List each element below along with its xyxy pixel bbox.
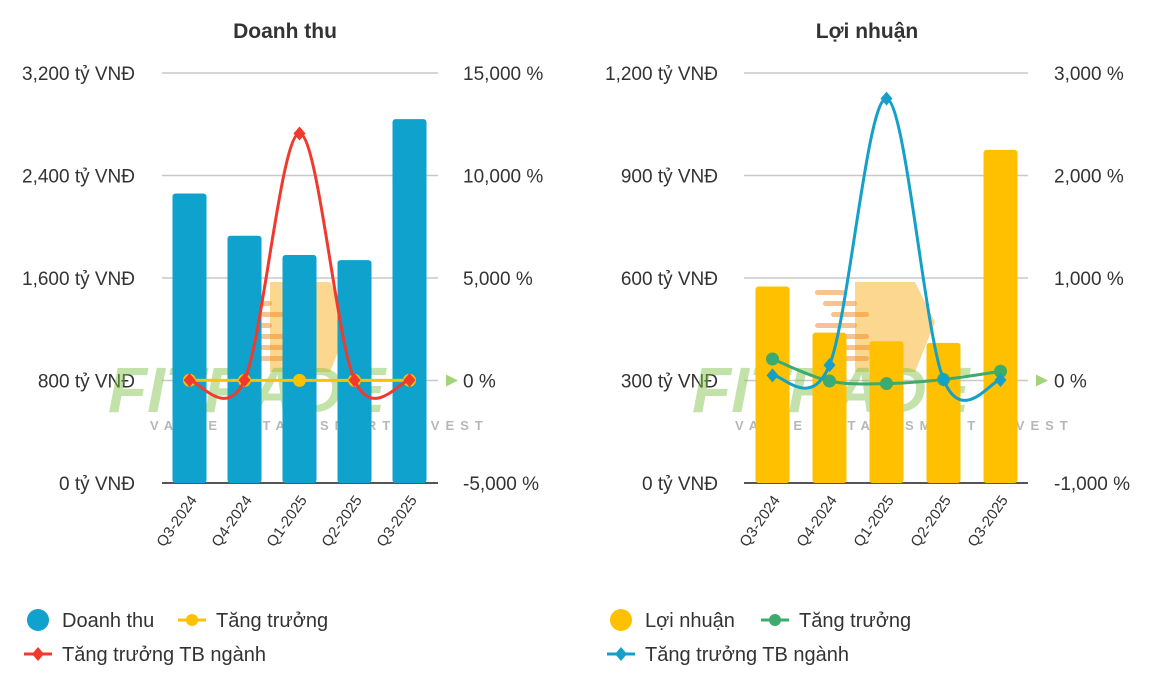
watermark-arrow-icon <box>1036 375 1048 387</box>
bar-Q2-2025 <box>338 260 372 483</box>
bar-Q1-2025 <box>283 255 317 483</box>
bar-Q4-2024 <box>813 333 847 483</box>
point-Q1-2025 <box>293 374 306 387</box>
right-axis-tick-label: 15,000 % <box>463 64 543 85</box>
bar-Q1-2025 <box>870 341 904 483</box>
legend-label: Tăng trưởng TB ngành <box>645 644 849 666</box>
right-axis-tick-label: 0 % <box>463 372 496 393</box>
category-label: Q1-2025 <box>263 493 310 551</box>
right-axis-tick-label: -1,000 % <box>1054 474 1130 495</box>
category-label: Q2-2025 <box>318 493 365 551</box>
right-axis-tick-label: 0 % <box>1054 372 1087 393</box>
category-label: Q4-2024 <box>793 493 840 551</box>
watermark-stripe <box>815 290 845 295</box>
bar-Q3-2025 <box>984 150 1018 483</box>
right-axis-tick-label: -5,000 % <box>463 474 539 495</box>
legend-label: Tăng trưởng <box>216 610 328 632</box>
category-label: Q4-2024 <box>208 493 255 551</box>
bar-Q3-2024 <box>756 287 790 483</box>
right-axis-tick-label: 1,000 % <box>1054 269 1124 290</box>
left-axis-tick-label: 3,200 tỷ VNĐ <box>22 64 135 85</box>
left-axis-tick-label: 0 tỷ VNĐ <box>59 474 135 495</box>
bar-Q3-2025 <box>393 119 427 483</box>
legend-item: Tăng trưởng TB ngành <box>24 644 266 666</box>
legend-item: Lợi nhuận <box>610 609 735 632</box>
chart-title: Lợi nhuận <box>816 20 918 43</box>
category-label: Q3-2024 <box>153 493 200 551</box>
category-label: Q3-2025 <box>964 493 1011 551</box>
category-label: Q1-2025 <box>850 493 897 551</box>
legend-item: Tăng trưởng TB ngành <box>607 644 849 666</box>
legend-item: Tăng trưởng <box>761 610 911 632</box>
right-axis-tick-label: 3,000 % <box>1054 64 1124 85</box>
left-axis-tick-label: 1,600 tỷ VNĐ <box>22 269 135 290</box>
legend-circle-icon <box>769 614 781 626</box>
right-axis-tick-label: 2,000 % <box>1054 167 1124 188</box>
left-axis-tick-label: 0 tỷ VNĐ <box>642 474 718 495</box>
watermark-stripe <box>815 323 857 328</box>
bar-Q2-2025 <box>927 343 961 483</box>
legend-diamond-icon <box>32 647 44 661</box>
right-axis-tick-label: 5,000 % <box>463 269 533 290</box>
chart-title: Doanh thu <box>233 20 337 43</box>
legend-label: Lợi nhuận <box>645 610 735 632</box>
point-Q1-2025 <box>880 377 893 390</box>
category-label: Q3-2024 <box>736 493 783 551</box>
legend-bar-swatch-icon <box>610 609 632 631</box>
watermark-stripe <box>823 301 857 306</box>
left-axis-tick-label: 900 tỷ VNĐ <box>621 167 718 188</box>
legend-item: Tăng trưởng <box>178 610 328 632</box>
point-Q3-2024 <box>766 352 779 365</box>
watermark-stripe <box>831 312 869 317</box>
bar-Q3-2024 <box>173 193 207 483</box>
category-label: Q2-2025 <box>907 493 954 551</box>
left-axis-tick-label: 2,400 tỷ VNĐ <box>22 167 135 188</box>
right-axis-tick-label: 10,000 % <box>463 167 543 188</box>
legend-label: Tăng trưởng <box>799 610 911 632</box>
left-axis-tick-label: 600 tỷ VNĐ <box>621 269 718 290</box>
bar-Q4-2024 <box>228 236 262 483</box>
watermark-arrow-icon <box>446 375 458 387</box>
legend-item: Doanh thu <box>27 609 154 632</box>
legend-diamond-icon <box>615 647 627 661</box>
legend-label: Tăng trưởng TB ngành <box>62 644 266 666</box>
left-axis-tick-label: 1,200 tỷ VNĐ <box>605 64 718 85</box>
category-label: Q3-2025 <box>373 493 420 551</box>
legend-circle-icon <box>186 614 198 626</box>
legend-bar-swatch-icon <box>27 609 49 631</box>
legend-label: Doanh thu <box>62 610 154 632</box>
